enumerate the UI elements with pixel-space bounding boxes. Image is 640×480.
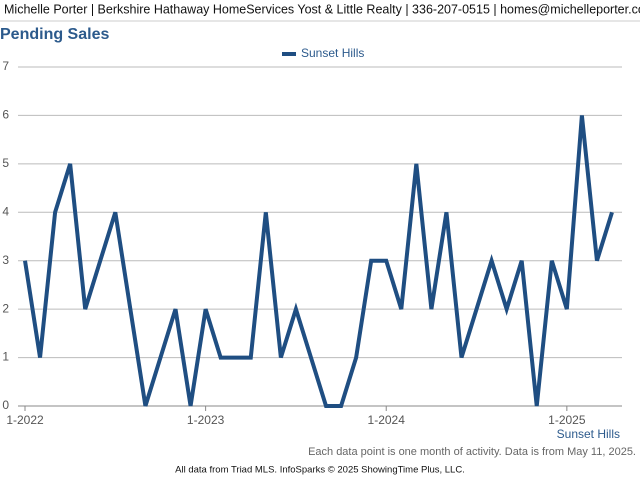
x-tick-label: 1-2025 bbox=[548, 413, 586, 427]
x-tick-label: 1-2022 bbox=[6, 413, 44, 427]
line bbox=[23, 115, 614, 408]
y-tick-label: 3 bbox=[2, 253, 9, 267]
x-axis-label: Sunset Hills bbox=[557, 427, 620, 441]
y-tick-label: 0 bbox=[2, 398, 9, 412]
footnote: Each data point is one month of activity… bbox=[308, 446, 636, 458]
y-tick-label: 2 bbox=[2, 301, 9, 315]
x-tick-label: 1-2024 bbox=[368, 413, 406, 427]
legend-label: Sunset Hills bbox=[301, 46, 364, 60]
header: Michelle Porter | Berkshire Hathaway Hom… bbox=[4, 2, 640, 16]
credit: All data from Triad MLS. InfoSparks © 20… bbox=[175, 465, 465, 476]
y-tick-label: 1 bbox=[2, 350, 9, 364]
y-tick-label: 4 bbox=[2, 204, 9, 218]
x-tick-label: 1-2023 bbox=[187, 413, 225, 427]
y-tick-label: 5 bbox=[2, 156, 9, 170]
y-tick-label: 6 bbox=[2, 108, 9, 122]
y-tick-label: 7 bbox=[2, 59, 9, 73]
chart-title: Pending Sales bbox=[0, 26, 109, 43]
